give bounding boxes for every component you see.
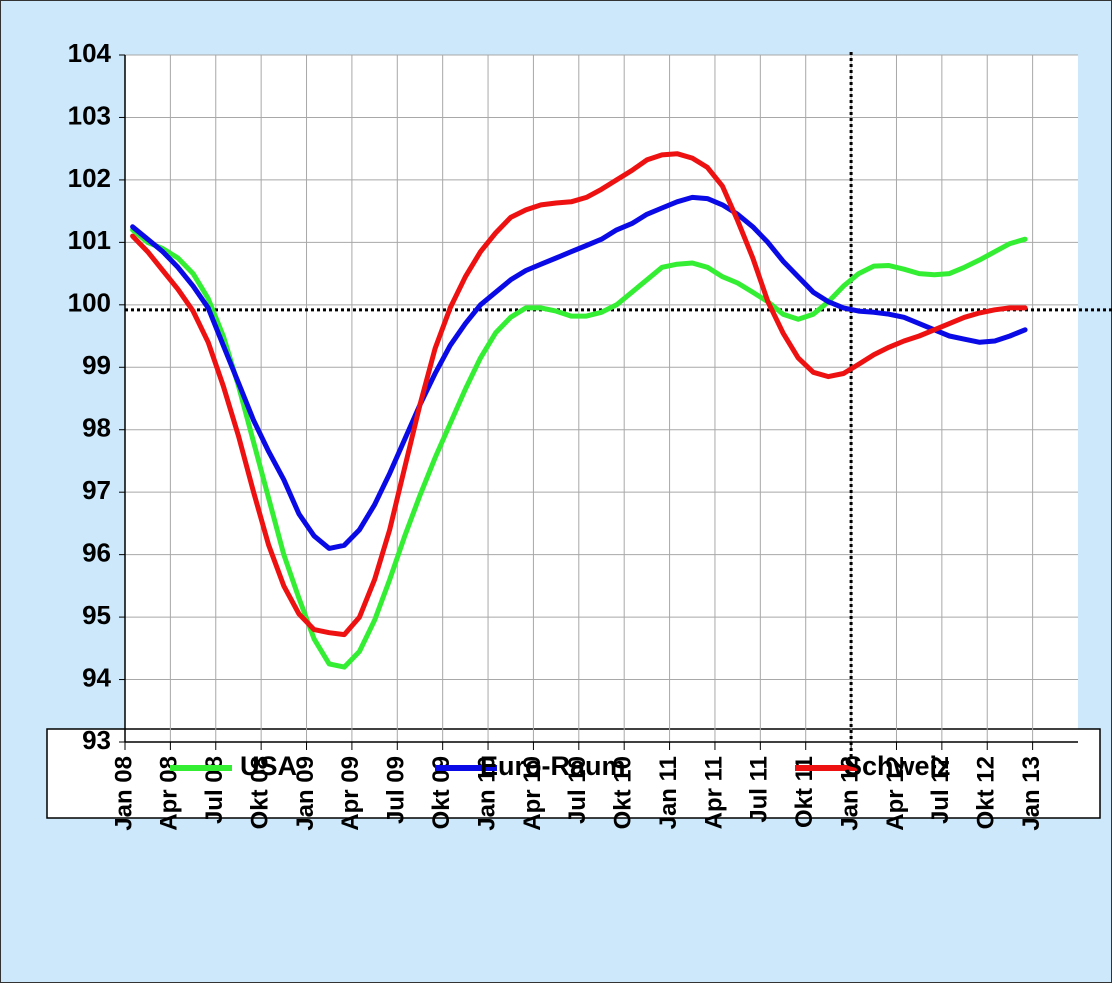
- x-tick-label: Jan 09: [292, 756, 319, 831]
- y-tick-label: 96: [82, 538, 111, 568]
- x-tick-label: Okt 10: [610, 756, 637, 829]
- x-tick-label: Apr 09: [337, 756, 364, 831]
- y-tick-label: 101: [68, 225, 111, 255]
- x-tick-label: Jul 10: [564, 756, 591, 824]
- x-tick-label: Jan 11: [655, 756, 682, 829]
- x-tick-label: Apr 11: [700, 756, 727, 829]
- x-tick-label: Apr 12: [882, 756, 909, 831]
- series-line: [130, 227, 1028, 670]
- y-tick-label: 104: [68, 38, 112, 68]
- x-tick-label: Jan 13: [1018, 756, 1045, 831]
- legend-label: Euro-Raum: [480, 751, 626, 781]
- y-tick-label: 95: [82, 600, 111, 630]
- y-tick-label: 103: [68, 100, 111, 130]
- legend-box: [46, 728, 1101, 819]
- legend-label: Schweiz: [844, 751, 951, 781]
- y-tick-label: 93: [82, 725, 111, 755]
- x-tick-label: Okt 12: [973, 756, 1000, 829]
- x-tick-label: Okt 08: [246, 756, 273, 829]
- y-tick-label: 98: [82, 413, 111, 443]
- legend-label: USA: [240, 751, 297, 781]
- y-tick-label: 99: [82, 350, 111, 380]
- plot-area: [125, 55, 1078, 742]
- x-tick-label: Jan 08: [110, 756, 137, 831]
- y-tick-label: 97: [82, 475, 111, 505]
- y-tick-label: 102: [68, 163, 111, 193]
- x-tick-label: Jul 11: [746, 756, 773, 823]
- series-line: [130, 151, 1028, 638]
- series-line: [130, 194, 1028, 551]
- x-tick-label: Jul 12: [927, 756, 954, 824]
- y-tick-label: 94: [82, 662, 111, 692]
- x-tick-label: Apr 10: [519, 756, 546, 831]
- y-tick-label: 100: [68, 288, 111, 318]
- x-tick-label: Jul 09: [383, 756, 410, 824]
